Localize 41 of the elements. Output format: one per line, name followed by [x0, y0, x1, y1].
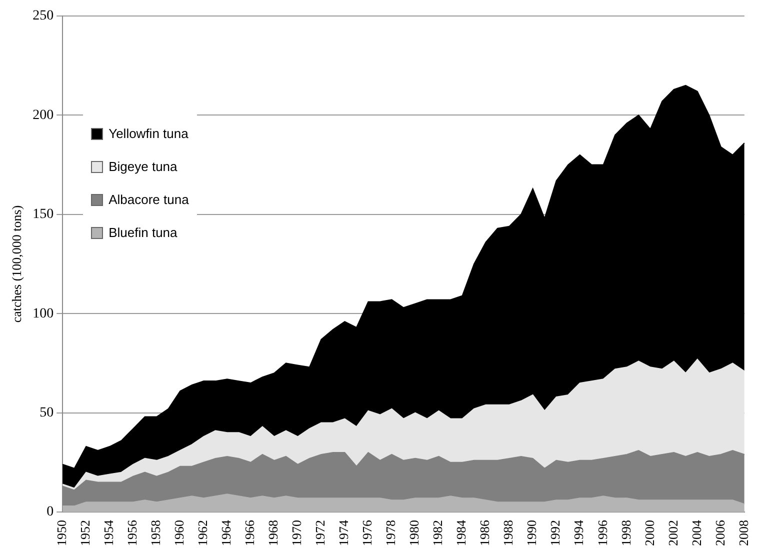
y-tick-label: 150: [32, 207, 54, 222]
y-tick-label: 200: [32, 108, 54, 123]
legend-label: Bigeye tuna: [108, 158, 178, 176]
y-tick-label: 250: [32, 8, 54, 24]
x-tick-label: 1952: [78, 520, 93, 546]
y-tick-label: 100: [32, 306, 54, 322]
x-tick-label: 1964: [218, 520, 234, 546]
x-tick-label: 2004: [688, 520, 704, 546]
y-tick-label: 0: [46, 504, 54, 520]
x-tick-label: 1962: [195, 520, 210, 546]
x-tick-label: 1996: [594, 520, 610, 546]
x-tick-label: 1960: [172, 520, 187, 546]
y-tick-label: 50: [40, 405, 54, 420]
legend-label: Bluefin tuna: [108, 224, 178, 242]
legend-label: Albacore tuna: [108, 191, 189, 209]
x-tick-label: 1954: [101, 520, 116, 546]
x-tick-label: 1984: [454, 520, 469, 546]
x-tick-label: 1988: [500, 520, 516, 546]
x-tick-label: 1976: [360, 520, 375, 546]
x-tick-label: 1990: [524, 520, 540, 546]
y-axis-title: catches (100,000 tons): [9, 205, 24, 323]
x-tick-label: 2002: [665, 520, 680, 546]
x-tick-label: 1966: [242, 520, 258, 546]
x-tick-label: 1998: [618, 520, 634, 546]
x-tick-label: 2008: [736, 520, 751, 546]
x-tick-label: 1958: [148, 520, 164, 546]
x-tick-label: 2006: [712, 520, 728, 546]
x-tick-label: 1950: [54, 520, 70, 546]
x-tick-label: 1992: [548, 520, 563, 546]
x-tick-label: 1994: [571, 520, 586, 546]
x-tick-label: 1978: [383, 520, 398, 546]
x-tick-label: 1980: [406, 520, 422, 546]
x-tick-label: 1956: [124, 520, 140, 546]
legend-label: Yellowfin tuna: [108, 125, 189, 143]
x-tick-label: 1968: [266, 520, 281, 546]
x-tick-label: 1972: [312, 520, 328, 546]
x-tick-label: 1970: [289, 520, 304, 546]
x-tick-label: 2000: [642, 520, 657, 546]
x-tick-label: 1982: [430, 520, 446, 546]
x-tick-label: 1986: [477, 520, 492, 546]
x-tick-label: 1974: [336, 520, 352, 546]
